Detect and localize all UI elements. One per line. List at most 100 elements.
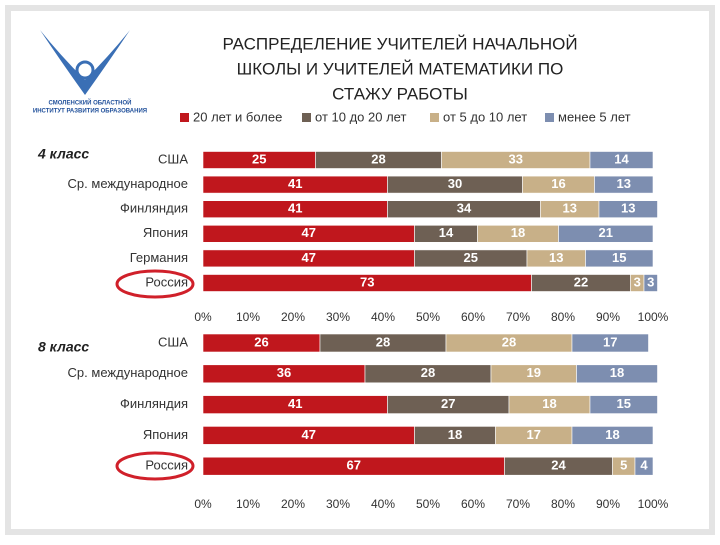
value-label: 47 <box>302 250 316 265</box>
value-label: 33 <box>509 151 523 166</box>
x-tick-label: 30% <box>326 310 350 324</box>
x-tick-label: 30% <box>326 497 350 511</box>
value-label: 28 <box>421 365 435 380</box>
value-label: 18 <box>448 427 462 442</box>
category-label: Ср. международное <box>68 365 188 380</box>
logo: СМОЛЕНСКИЙ ОБЛАСТНОЙ ИНСТИТУТ РАЗВИТИЯ О… <box>33 30 147 115</box>
value-label: 22 <box>574 274 588 289</box>
bar-segment <box>571 333 649 353</box>
value-label: 3 <box>647 274 654 289</box>
x-tick-label: 10% <box>236 497 260 511</box>
bar-segment <box>589 151 654 169</box>
logo-text: СМОЛЕНСКИЙ ОБЛАСТНОЙ <box>49 99 132 107</box>
value-label: 27 <box>441 396 455 411</box>
x-tick-label: 50% <box>416 310 440 324</box>
bar-segment <box>576 364 658 384</box>
value-label: 73 <box>360 274 374 289</box>
bar-segment <box>558 225 654 243</box>
title: ШКОЛЫ И УЧИТЕЛЕЙ МАТЕМАТИКИ ПО <box>237 59 564 78</box>
x-tick-label: 0% <box>194 497 212 511</box>
x-tick-label: 80% <box>551 310 575 324</box>
value-label: 36 <box>277 365 291 380</box>
chart-label: 4 класс <box>37 146 89 162</box>
x-tick-label: 60% <box>461 310 485 324</box>
x-tick-label: 20% <box>281 310 305 324</box>
bar-segment <box>598 200 658 218</box>
x-tick-label: 0% <box>194 310 212 324</box>
value-label: 25 <box>252 151 266 166</box>
category-label: Финляндия <box>120 396 188 411</box>
x-tick-label: 20% <box>281 497 305 511</box>
category-label: Япония <box>143 427 188 442</box>
value-label: 34 <box>457 201 472 216</box>
x-tick-label: 40% <box>371 497 395 511</box>
value-label: 18 <box>511 225 525 240</box>
value-label: 47 <box>302 225 316 240</box>
chart-label: 8 класс <box>38 339 89 355</box>
legend-swatch <box>430 113 439 122</box>
x-tick-label: 40% <box>371 310 395 324</box>
value-label: 21 <box>599 225 613 240</box>
value-label: 19 <box>527 365 541 380</box>
bar-segment <box>634 456 654 476</box>
legend-swatch <box>180 113 189 122</box>
value-label: 13 <box>617 176 631 191</box>
bar-segment <box>643 274 658 292</box>
category-label: Ср. международное <box>68 176 188 191</box>
category-label: Финляндия <box>120 201 188 216</box>
highlight <box>115 269 195 299</box>
category-label: США <box>158 334 188 349</box>
value-label: 17 <box>527 427 541 442</box>
value-label: 15 <box>617 396 631 411</box>
bar-segment <box>589 395 658 414</box>
value-label: 13 <box>563 201 577 216</box>
value-label: 14 <box>439 225 454 240</box>
x-tick-label: 80% <box>551 497 575 511</box>
value-label: 14 <box>614 151 629 166</box>
value-label: 67 <box>347 458 361 473</box>
value-label: 41 <box>288 396 302 411</box>
x-tick-label: 100% <box>638 497 669 511</box>
x-tick-label: 60% <box>461 497 485 511</box>
value-label: 18 <box>605 427 619 442</box>
x-tick-label: 100% <box>638 310 669 324</box>
category-label: Япония <box>143 225 188 240</box>
logo-bird <box>75 60 95 80</box>
category-label: Германия <box>130 250 188 265</box>
value-label: 3 <box>634 274 641 289</box>
value-label: 5 <box>620 458 627 473</box>
x-tick-label: 10% <box>236 310 260 324</box>
value-label: 15 <box>612 250 626 265</box>
x-tick-label: 70% <box>506 497 530 511</box>
legend-label: от 10 до 20 лет <box>315 109 406 124</box>
value-label: 26 <box>254 334 268 349</box>
logo-wings <box>40 30 130 95</box>
category-label: Россия <box>145 458 188 473</box>
x-tick-label: 70% <box>506 310 530 324</box>
value-label: 16 <box>551 176 565 191</box>
highlight <box>115 451 195 481</box>
legend-label: от 5 до 10 лет <box>443 109 527 124</box>
bar-segment <box>571 426 654 445</box>
title: РАСПРЕДЕЛЕНИЕ УЧИТЕЛЕЙ НАЧАЛЬНОЙ <box>222 34 577 53</box>
value-label: 25 <box>464 250 478 265</box>
value-label: 41 <box>288 176 302 191</box>
value-label: 24 <box>551 458 566 473</box>
legend-label: 20 лет и более <box>193 109 282 124</box>
legend-label: менее 5 лет <box>558 109 631 124</box>
value-label: 18 <box>542 396 556 411</box>
value-label: 47 <box>302 427 316 442</box>
value-label: 28 <box>502 334 516 349</box>
bar-segment <box>594 175 654 194</box>
value-label: 17 <box>603 334 617 349</box>
value-label: 4 <box>640 458 648 473</box>
value-label: 13 <box>549 250 563 265</box>
value-label: 41 <box>288 201 302 216</box>
legend-swatch <box>302 113 311 122</box>
bar-segment <box>585 249 654 268</box>
legend-swatch <box>545 113 554 122</box>
value-label: 28 <box>371 151 385 166</box>
value-label: 30 <box>448 176 462 191</box>
x-tick-label: 90% <box>596 497 620 511</box>
